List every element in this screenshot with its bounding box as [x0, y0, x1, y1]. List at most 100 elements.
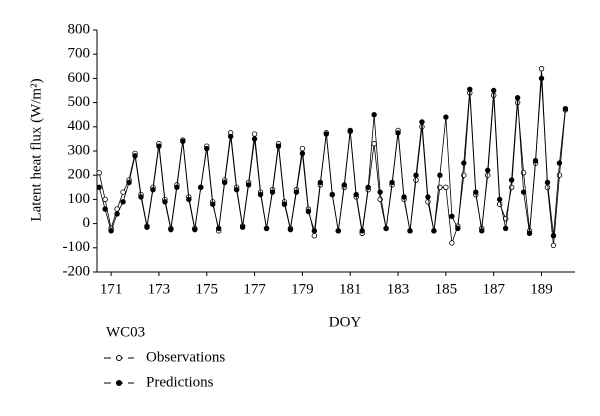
data-point — [275, 143, 282, 149]
x-tick-label: 177 — [243, 281, 266, 297]
data-point — [556, 172, 563, 178]
x-tick-label: 187 — [482, 281, 505, 297]
data-point — [299, 150, 306, 157]
data-point — [401, 194, 407, 200]
data-point — [508, 184, 515, 190]
data-point — [251, 136, 258, 142]
data-point — [550, 242, 557, 249]
data-point — [311, 228, 318, 234]
data-point — [210, 201, 216, 207]
y-tick-label: 600 — [68, 70, 91, 86]
data-point — [114, 211, 120, 217]
data-point — [192, 226, 198, 233]
data-point — [526, 230, 533, 236]
data-point — [305, 208, 312, 215]
data-point — [514, 95, 521, 101]
data-point — [293, 189, 300, 195]
data-point — [239, 224, 246, 230]
data-point — [443, 114, 449, 120]
data-point — [371, 111, 377, 118]
data-point — [251, 131, 258, 137]
data-point — [281, 201, 288, 207]
data-point — [550, 232, 557, 239]
data-point — [419, 119, 425, 125]
data-point — [102, 206, 108, 212]
y-tick-label: 700 — [68, 46, 91, 62]
data-point — [168, 226, 174, 233]
data-point — [317, 179, 324, 186]
data-point — [389, 179, 395, 186]
data-point — [329, 191, 335, 198]
data-point — [323, 131, 330, 137]
data-point — [365, 184, 371, 190]
data-point — [467, 86, 473, 92]
data-point — [496, 196, 503, 203]
data-point — [490, 87, 497, 94]
data-point — [138, 194, 144, 200]
data-point — [227, 133, 234, 140]
data-point — [287, 226, 294, 233]
x-tick-label: 185 — [435, 281, 458, 297]
data-point — [96, 184, 102, 190]
data-point — [299, 145, 306, 152]
x-tick-label: 181 — [339, 281, 362, 297]
data-point — [556, 160, 563, 166]
data-point — [257, 191, 264, 198]
data-point — [96, 170, 102, 176]
y-tick-label: 800 — [68, 21, 91, 37]
y-tick-label: 400 — [68, 118, 91, 134]
data-point — [233, 187, 240, 193]
data-point — [473, 189, 479, 195]
y-tick-label: 300 — [68, 142, 91, 158]
data-point — [204, 145, 210, 152]
data-point — [425, 199, 431, 205]
data-point — [341, 182, 347, 188]
data-point — [353, 191, 359, 198]
data-point — [538, 75, 545, 82]
data-point — [144, 224, 150, 230]
x-tick-label: 171 — [100, 281, 123, 297]
data-point — [120, 199, 126, 205]
data-point — [216, 225, 222, 232]
data-point — [449, 240, 455, 246]
data-point — [186, 196, 192, 203]
data-point — [126, 179, 132, 186]
data-point — [108, 228, 114, 234]
data-point — [269, 189, 276, 195]
data-point — [538, 66, 545, 72]
data-point — [150, 187, 156, 193]
data-point — [120, 189, 126, 195]
x-tick-label: 175 — [196, 281, 219, 297]
data-point — [425, 194, 431, 200]
data-point — [461, 160, 467, 166]
data-point — [311, 232, 318, 239]
data-point — [347, 127, 353, 134]
data-point — [221, 179, 228, 186]
x-tick-label: 179 — [291, 281, 314, 297]
data-point — [449, 213, 455, 220]
data-point — [371, 141, 377, 147]
data-point — [479, 228, 485, 234]
y-tick-label: -100 — [63, 239, 91, 255]
data-point — [413, 172, 419, 178]
data-point — [162, 199, 168, 205]
legend-label: Predictions — [146, 374, 214, 390]
data-point — [485, 167, 491, 174]
data-point — [431, 228, 437, 234]
data-point — [544, 179, 551, 186]
y-tick-label: 0 — [83, 215, 91, 231]
data-point — [562, 105, 569, 112]
data-point — [532, 157, 539, 164]
data-point — [443, 184, 449, 190]
series-line — [98, 78, 566, 236]
legend-title: WC03 — [106, 324, 145, 340]
data-point — [502, 225, 509, 232]
x-tick-label: 183 — [387, 281, 410, 297]
y-tick-label: 100 — [68, 191, 91, 207]
data-point — [508, 177, 515, 183]
y-tick-label: 500 — [68, 94, 91, 110]
x-axis-label: DOY — [329, 314, 362, 330]
data-point — [383, 225, 389, 232]
data-point — [180, 138, 186, 145]
